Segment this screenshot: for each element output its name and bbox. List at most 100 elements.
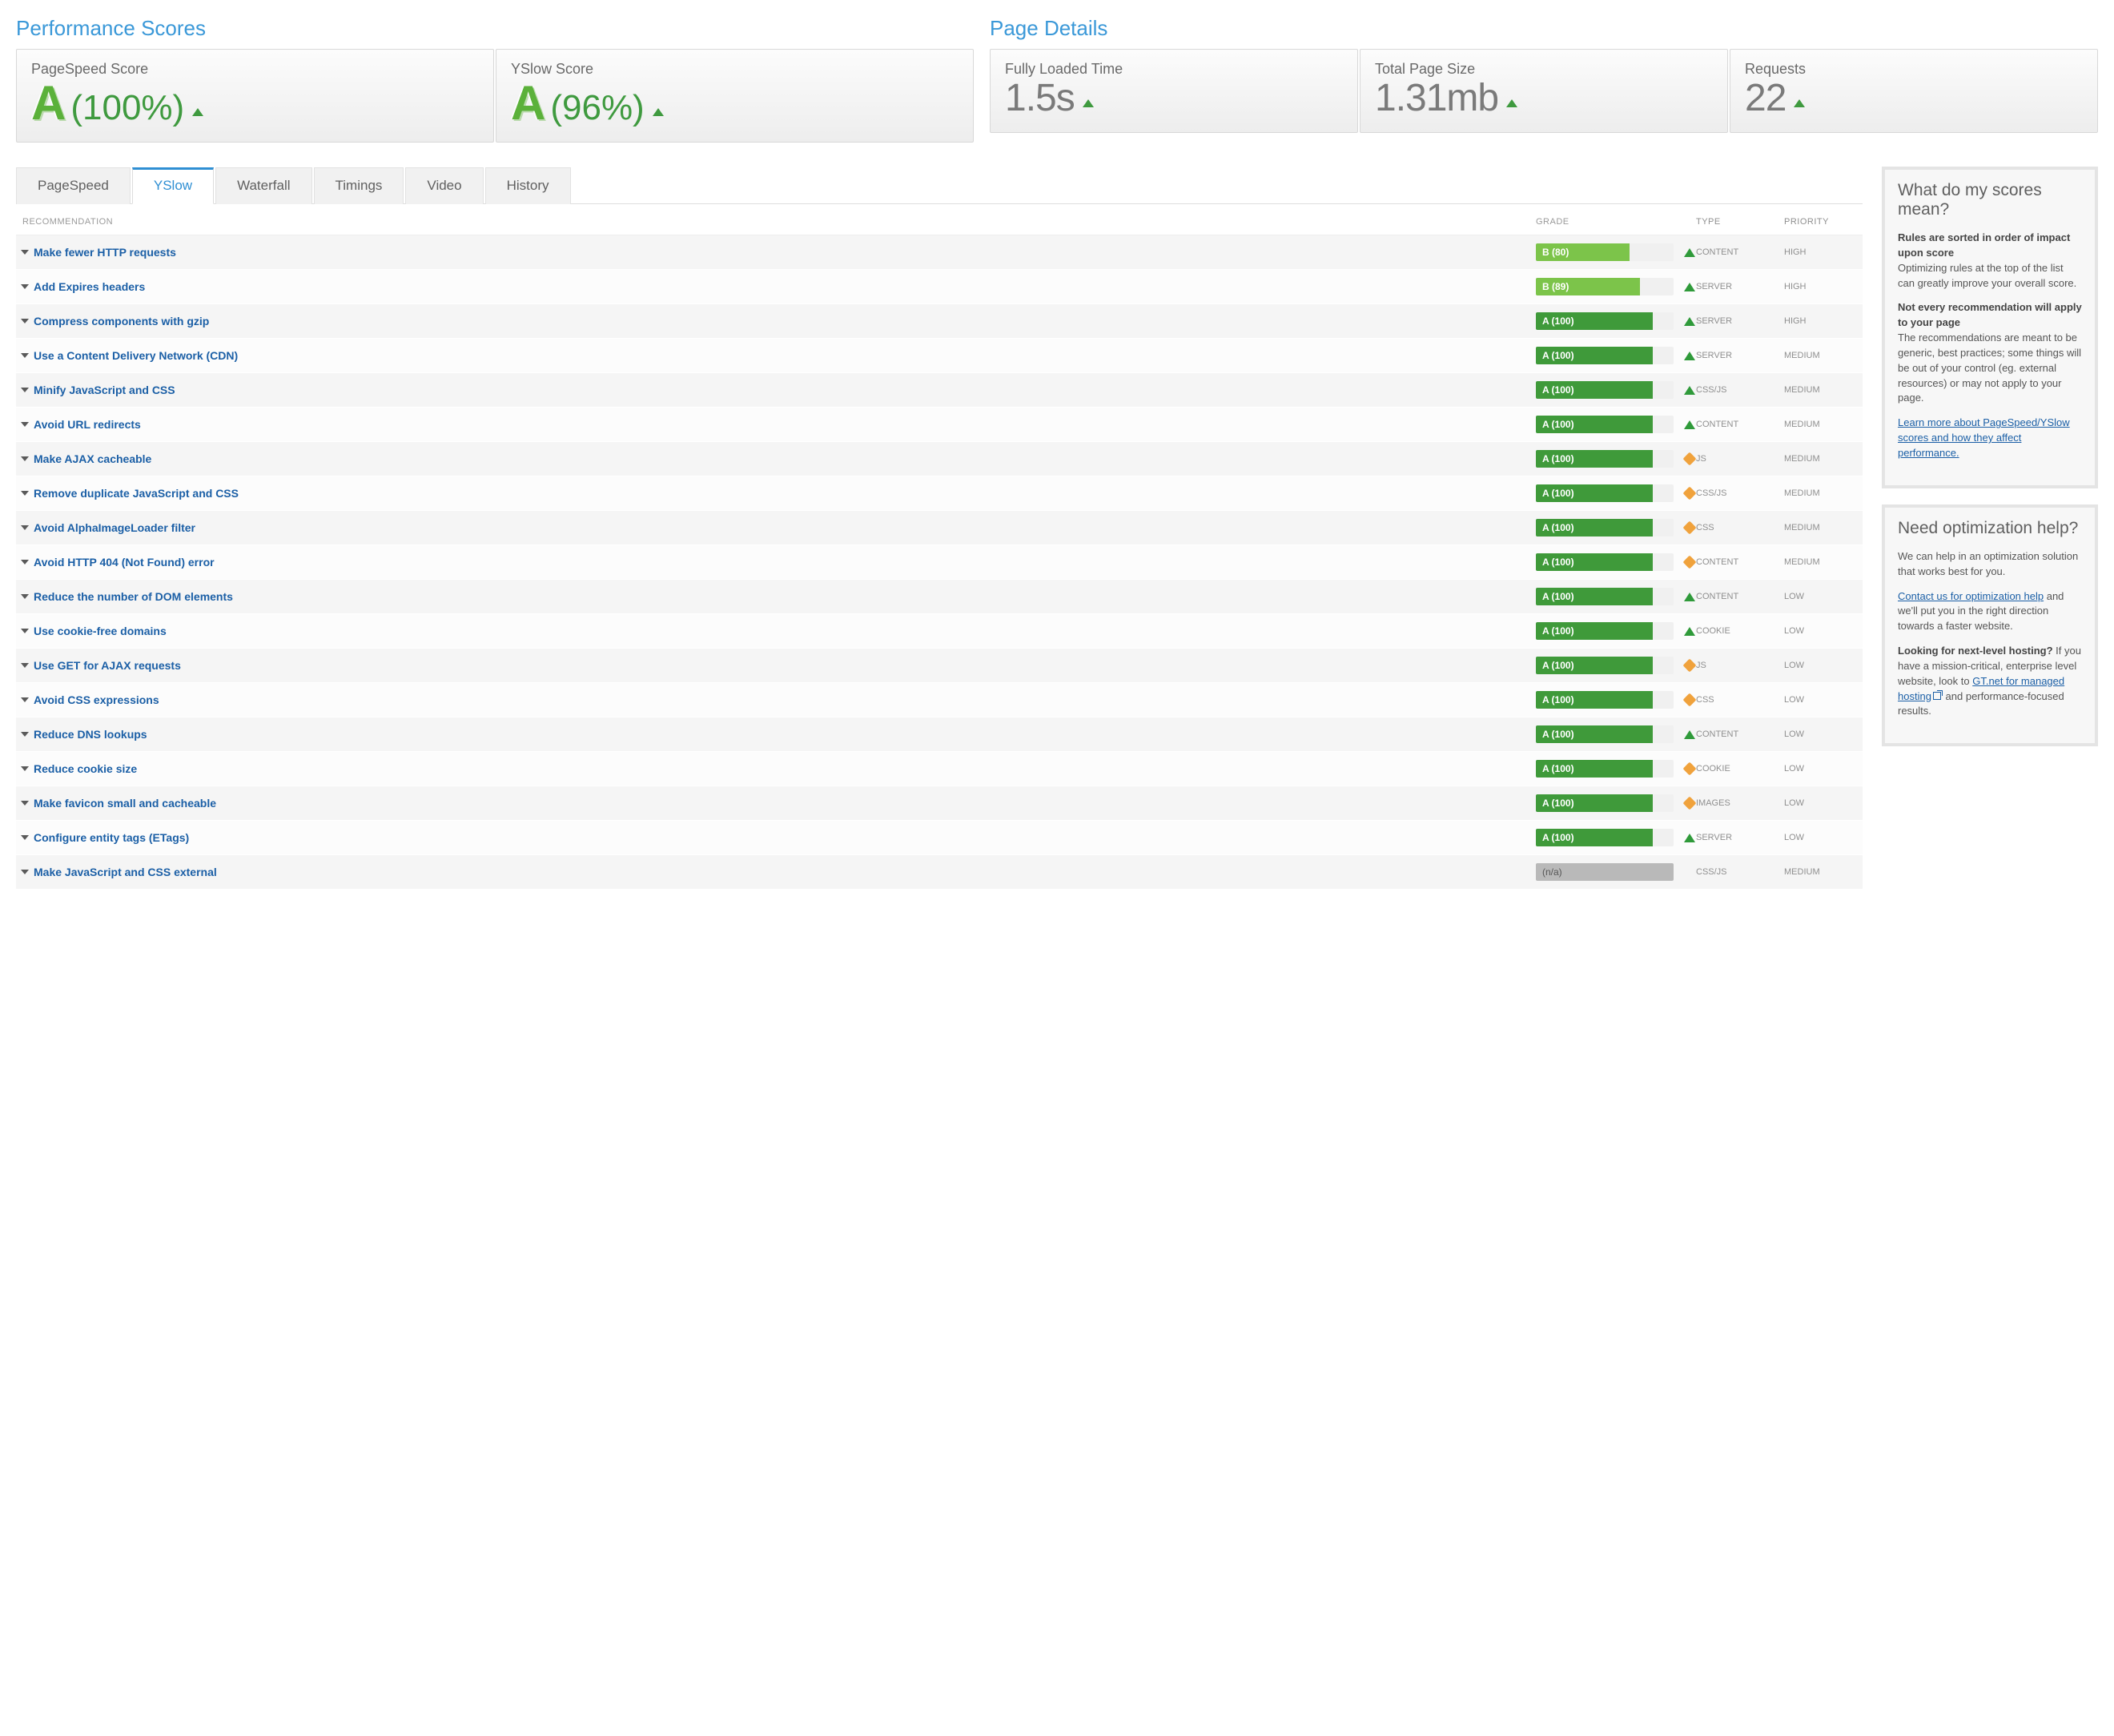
contact-us-link[interactable]: Contact us for optimization help [1898,590,2044,602]
recommendation-link[interactable]: Reduce DNS lookups [34,728,147,741]
table-row[interactable]: Avoid URL redirectsA (100)CONTENTMEDIUM [16,408,1863,442]
disclosure-triangle-icon[interactable] [21,456,29,461]
table-row[interactable]: Reduce the number of DOM elements A (100)… [16,580,1863,614]
diamond-icon [1683,521,1696,534]
recommendation-link[interactable]: Reduce the number of DOM elements [34,590,233,603]
tab-pagespeed[interactable]: PageSpeed [16,167,131,204]
type-cell: JS [1696,454,1784,464]
table-row[interactable]: Make favicon small and cacheableA (100)I… [16,786,1863,821]
priority-cell: LOW [1784,833,1856,842]
recommendation-link[interactable]: Use GET for AJAX requests [34,659,181,672]
recommendation-link[interactable]: Avoid URL redirects [34,418,141,431]
recommendation-link[interactable]: Make JavaScript and CSS external [34,866,217,878]
disclosure-triangle-icon[interactable] [21,284,29,289]
priority-cell: HIGH [1784,282,1856,291]
table-row[interactable]: Remove duplicate JavaScript and CSSA (10… [16,476,1863,511]
grade-bar: A (100) [1536,312,1674,330]
requests-value: 22 [1745,79,1786,118]
grade-bar: A (100) [1536,553,1674,571]
grade-bar: A (100) [1536,519,1674,536]
table-row[interactable]: Use GET for AJAX requestsA (100)JSLOW [16,649,1863,683]
table-row[interactable]: Compress components with gzipA (100)SERV… [16,304,1863,339]
disclosure-triangle-icon[interactable] [21,663,29,668]
priority-cell: LOW [1784,798,1856,808]
tab-video[interactable]: Video [405,167,483,204]
recommendation-link[interactable]: Compress components with gzip [34,315,209,328]
disclosure-triangle-icon[interactable] [21,319,29,323]
caret-up-icon [653,108,664,116]
table-row[interactable]: Minify JavaScript and CSS A (100) CSS/JSME… [16,373,1863,408]
tab-history[interactable]: History [485,167,571,204]
table-row[interactable]: Add Expires headers B (89) SERVERHIGH [16,270,1863,304]
disclosure-triangle-icon[interactable] [21,766,29,771]
tabs-bar: PageSpeedYSlowWaterfallTimingsVideoHisto… [16,167,1863,204]
type-cell: CSS [1696,523,1784,532]
disclosure-triangle-icon[interactable] [21,835,29,840]
disclosure-triangle-icon[interactable] [21,388,29,392]
disclosure-triangle-icon[interactable] [21,801,29,806]
table-row[interactable]: Avoid HTTP 404 (Not Found) errorA (100)C… [16,545,1863,580]
caret-up-icon [192,108,203,116]
table-row[interactable]: Use a Content Delivery Network (CDN)A (1… [16,339,1863,373]
page-size-value: 1.31mb [1375,79,1498,118]
learn-more-link[interactable]: Learn more about PageSpeed/YSlow scores … [1898,416,2070,459]
tab-waterfall[interactable]: Waterfall [215,167,311,204]
disclosure-triangle-icon[interactable] [21,870,29,874]
recommendation-link[interactable]: Avoid CSS expressions [34,693,159,706]
disclosure-triangle-icon[interactable] [21,525,29,530]
priority-cell: LOW [1784,592,1856,601]
recommendation-link[interactable]: Make AJAX cacheable [34,452,151,465]
recommendation-link[interactable]: Reduce cookie size [34,762,137,775]
disclosure-triangle-icon[interactable] [21,250,29,255]
table-row[interactable]: Configure entity tags (ETags)A (100)SERV… [16,821,1863,855]
type-cell: CSS/JS [1696,385,1784,395]
recommendation-link[interactable]: Make favicon small and cacheable [34,797,216,810]
header-grade: GRADE [1536,217,1696,227]
table-row[interactable]: Reduce DNS lookupsA (100)CONTENTLOW [16,717,1863,752]
page-details-title: Page Details [990,16,2098,41]
table-row[interactable]: Avoid AlphaImageLoader filterA (100)CSSM… [16,511,1863,545]
disclosure-triangle-icon[interactable] [21,422,29,427]
disclosure-triangle-icon[interactable] [21,732,29,737]
table-row[interactable]: Reduce cookie sizeA (100)COOKIELOW [16,752,1863,786]
disclosure-triangle-icon[interactable] [21,629,29,633]
caret-up-icon [1506,99,1517,107]
priority-cell: LOW [1784,729,1856,739]
disclosure-triangle-icon[interactable] [21,560,29,565]
type-cell: SERVER [1696,833,1784,842]
recommendation-link[interactable]: Make fewer HTTP requests [34,246,176,259]
priority-cell: MEDIUM [1784,385,1856,395]
recommendation-link[interactable]: Avoid AlphaImageLoader filter [34,521,195,534]
page-details-section: Page Details Fully Loaded Time 1.5s Tota… [990,16,2098,143]
type-cell: CONTENT [1696,247,1784,257]
recommendation-link[interactable]: Avoid HTTP 404 (Not Found) error [34,556,215,569]
tab-timings[interactable]: Timings [314,167,404,204]
table-row[interactable]: Avoid CSS expressionsA (100)CSSLOW [16,683,1863,717]
grade-bar: A (100) [1536,381,1674,399]
external-link-icon [1933,692,1941,700]
pagespeed-grade-letter: A [31,79,66,127]
recommendation-link[interactable]: Configure entity tags (ETags) [34,831,189,844]
recommendation-link[interactable]: Use cookie-free domains [34,625,167,637]
arrow-up-icon [1683,831,1696,844]
disclosure-triangle-icon[interactable] [21,491,29,496]
table-row[interactable]: Make JavaScript and CSS external(n/a)CSS… [16,855,1863,890]
recommendation-link[interactable]: Add Expires headers [34,280,145,293]
recommendation-link[interactable]: Use a Content Delivery Network (CDN) [34,349,238,362]
type-cell: SERVER [1696,282,1784,291]
recommendation-link[interactable]: Remove duplicate JavaScript and CSS [34,487,239,500]
disclosure-triangle-icon[interactable] [21,594,29,599]
disclosure-triangle-icon[interactable] [21,697,29,702]
table-row[interactable]: Make AJAX cacheableA (100)JSMEDIUM [16,442,1863,476]
recommendation-link[interactable]: Minify JavaScript and CSS [34,384,175,396]
hosting-bold: Looking for next-level hosting? [1898,645,2053,657]
table-header-row: RECOMMENDATION GRADE TYPE PRIORITY [16,204,1863,235]
table-row[interactable]: Use cookie-free domainsA (100)COOKIELOW [16,614,1863,649]
table-row[interactable]: Make fewer HTTP requestsB (80)CONTENTHIG… [16,235,1863,270]
disclosure-triangle-icon[interactable] [21,353,29,358]
grade-bar: B (89) [1536,278,1674,295]
requests-label: Requests [1745,61,2083,78]
priority-cell: LOW [1784,764,1856,774]
grade-bar: A (100) [1536,588,1674,605]
tab-yslow[interactable]: YSlow [132,167,214,204]
